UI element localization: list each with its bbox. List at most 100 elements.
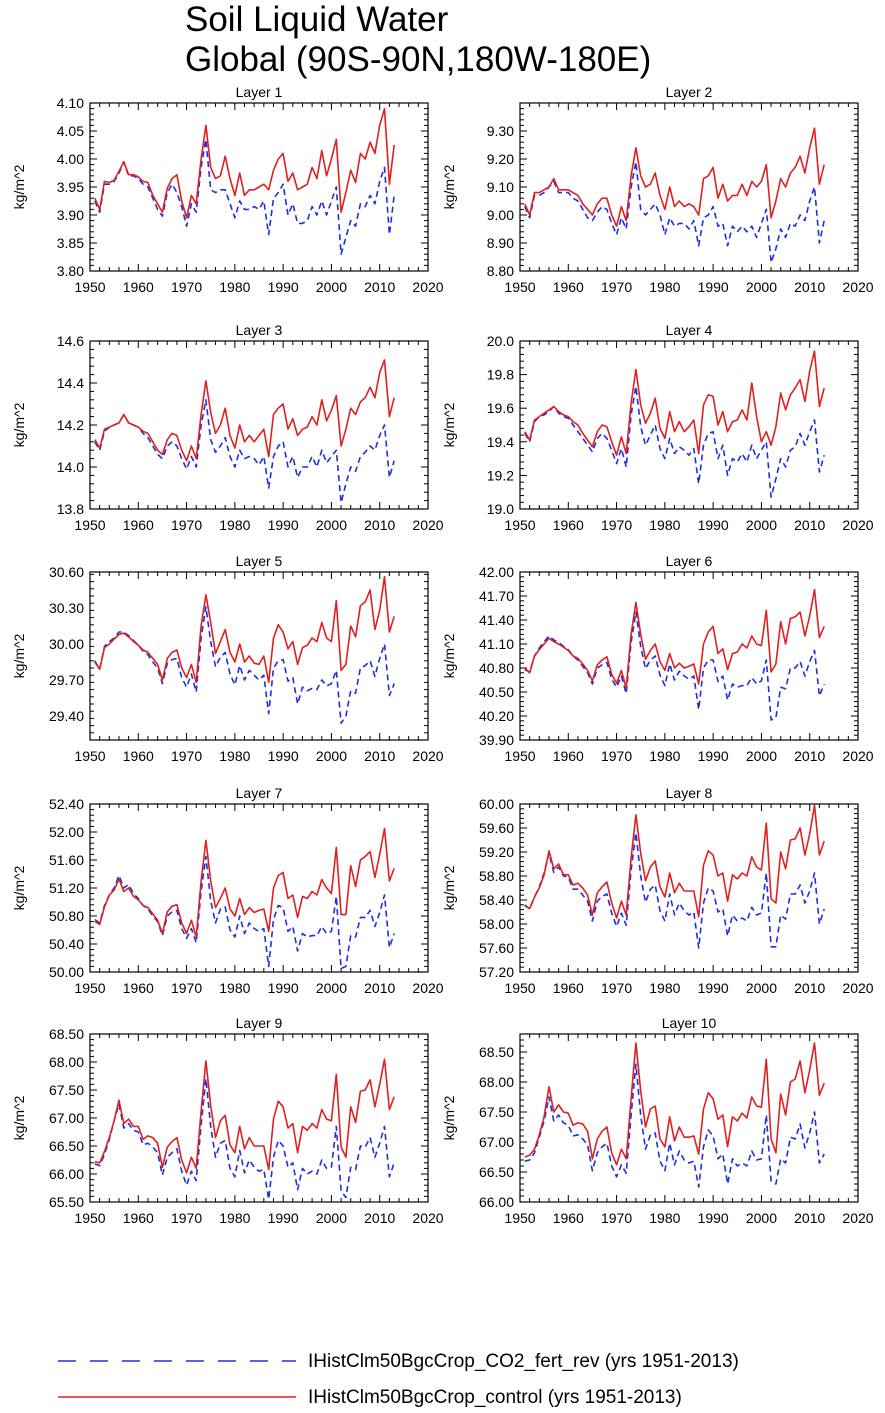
panel-title: Layer 3 bbox=[236, 322, 283, 338]
x-tick-label: 1950 bbox=[74, 980, 105, 996]
y-tick-label: 59.60 bbox=[479, 820, 514, 836]
x-tick-label: 2000 bbox=[746, 748, 777, 764]
y-axis-label: kg/m^2 bbox=[11, 633, 27, 678]
x-tick-label: 1980 bbox=[219, 748, 250, 764]
plot-frame bbox=[89, 803, 429, 973]
panel-2: Layer 2 kg/m^2 1950 1960 1970 1980 1990 2000 201… bbox=[441, 84, 874, 295]
y-tick-label: 67.50 bbox=[479, 1104, 514, 1120]
x-tick-label: 2020 bbox=[842, 1210, 873, 1226]
series-line-co2-fert-rev bbox=[524, 385, 825, 499]
y-tick-label: 30.60 bbox=[49, 564, 84, 580]
x-tick-label: 1960 bbox=[553, 279, 584, 295]
y-tick-label: 67.50 bbox=[49, 1082, 84, 1098]
y-tick-label: 4.00 bbox=[57, 151, 84, 167]
x-tick-label: 1950 bbox=[504, 980, 535, 996]
y-tick-label: 41.40 bbox=[479, 612, 514, 628]
panel-title: Layer 6 bbox=[666, 553, 713, 569]
x-tick-label: 2020 bbox=[412, 1210, 443, 1226]
x-tick-label: 1960 bbox=[123, 980, 154, 996]
y-tick-label: 14.2 bbox=[57, 417, 84, 433]
series-line-control bbox=[524, 804, 825, 919]
y-tick-label: 58.00 bbox=[479, 916, 514, 932]
series-line-control bbox=[94, 1058, 395, 1174]
x-tick-label: 1950 bbox=[504, 279, 535, 295]
series-line-control bbox=[524, 350, 825, 457]
x-tick-label: 1990 bbox=[268, 1210, 299, 1226]
plot-frame bbox=[519, 803, 859, 973]
x-tick-label: 2020 bbox=[842, 748, 873, 764]
y-tick-label: 14.6 bbox=[57, 333, 84, 349]
y-tick-label: 3.95 bbox=[57, 179, 84, 195]
y-tick-label: 39.90 bbox=[479, 732, 514, 748]
y-tick-label: 66.00 bbox=[479, 1194, 514, 1210]
legend-item-control: IHistClm50BgcCrop_control (yrs 1951-2013… bbox=[56, 1383, 876, 1413]
y-tick-label: 60.00 bbox=[479, 796, 514, 812]
x-tick-label: 1970 bbox=[171, 980, 202, 996]
x-tick-label: 1980 bbox=[649, 1210, 680, 1226]
x-tick-label: 1960 bbox=[553, 980, 584, 996]
y-tick-label: 68.00 bbox=[49, 1054, 84, 1070]
y-tick-label: 9.00 bbox=[487, 207, 514, 223]
y-tick-label: 57.60 bbox=[479, 940, 514, 956]
y-tick-label: 8.80 bbox=[487, 263, 514, 279]
panel-title: Layer 5 bbox=[236, 553, 283, 569]
y-tick-label: 40.80 bbox=[479, 660, 514, 676]
x-tick-label: 1950 bbox=[504, 517, 535, 533]
y-tick-label: 9.30 bbox=[487, 123, 514, 139]
chart-title-line-1: Soil Liquid Water bbox=[185, 0, 449, 39]
x-tick-label: 1970 bbox=[601, 980, 632, 996]
y-tick-label: 65.50 bbox=[49, 1194, 84, 1210]
x-tick-label: 1960 bbox=[553, 1210, 584, 1226]
series-line-co2-fert-rev bbox=[524, 161, 825, 264]
series-line-control bbox=[94, 359, 395, 462]
x-tick-label: 1980 bbox=[219, 980, 250, 996]
series-line-co2-fert-rev bbox=[94, 1078, 395, 1200]
x-tick-label: 2020 bbox=[842, 279, 873, 295]
series-line-co2-fert-rev bbox=[94, 138, 395, 255]
x-tick-label: 2010 bbox=[794, 748, 825, 764]
charts-grid: Layer 1 kg/m^2 1950 1960 1970 1980 1990 2000 201… bbox=[11, 84, 874, 1226]
y-tick-label: 51.60 bbox=[49, 852, 84, 868]
y-tick-label: 66.50 bbox=[479, 1164, 514, 1180]
y-tick-label: 30.00 bbox=[49, 636, 84, 652]
series-line-control bbox=[524, 588, 825, 689]
y-tick-label: 58.80 bbox=[479, 868, 514, 884]
x-tick-label: 2000 bbox=[316, 1210, 347, 1226]
y-tick-label: 50.00 bbox=[49, 964, 84, 980]
series-line-co2-fert-rev bbox=[94, 398, 395, 504]
y-axis-label: kg/m^2 bbox=[11, 164, 27, 209]
y-tick-label: 52.00 bbox=[49, 824, 84, 840]
y-tick-label: 20.0 bbox=[487, 333, 514, 349]
y-tick-label: 40.20 bbox=[479, 708, 514, 724]
x-tick-label: 1990 bbox=[268, 517, 299, 533]
x-tick-label: 1990 bbox=[698, 980, 729, 996]
series-line-co2-fert-rev bbox=[524, 1063, 825, 1188]
y-tick-label: 68.50 bbox=[479, 1044, 514, 1060]
y-tick-label: 19.8 bbox=[487, 367, 514, 383]
x-tick-label: 1970 bbox=[601, 1210, 632, 1226]
panel-10: Layer 10 kg/m^2 1950 1960 1970 1980 1990 2000 20… bbox=[441, 1015, 874, 1226]
y-tick-label: 68.00 bbox=[479, 1074, 514, 1090]
x-tick-label: 2010 bbox=[364, 517, 395, 533]
x-tick-label: 1960 bbox=[123, 279, 154, 295]
panel-1: Layer 1 kg/m^2 1950 1960 1970 1980 1990 2000 201… bbox=[11, 84, 444, 295]
x-tick-label: 2000 bbox=[316, 279, 347, 295]
y-axis-label: kg/m^2 bbox=[441, 402, 457, 447]
plot-frame bbox=[89, 571, 429, 741]
x-tick-label: 1960 bbox=[123, 517, 154, 533]
x-tick-label: 2010 bbox=[364, 279, 395, 295]
y-tick-label: 66.00 bbox=[49, 1166, 84, 1182]
y-tick-label: 3.85 bbox=[57, 235, 84, 251]
y-axis-label: kg/m^2 bbox=[11, 402, 27, 447]
legend-swatch-solid bbox=[58, 1396, 296, 1398]
x-tick-label: 2010 bbox=[794, 1210, 825, 1226]
x-tick-label: 1990 bbox=[268, 279, 299, 295]
y-tick-label: 14.4 bbox=[57, 375, 84, 391]
plot-frame bbox=[519, 102, 859, 272]
legend-label-control: IHistClm50BgcCrop_control (yrs 1951-2013… bbox=[308, 1387, 682, 1408]
x-tick-label: 1980 bbox=[219, 517, 250, 533]
x-tick-label: 1970 bbox=[601, 279, 632, 295]
panel-9: Layer 9 kg/m^2 1950 1960 1970 1980 1990 2000 201… bbox=[11, 1015, 444, 1226]
x-tick-label: 2020 bbox=[842, 980, 873, 996]
panel-title: Layer 2 bbox=[666, 84, 713, 100]
